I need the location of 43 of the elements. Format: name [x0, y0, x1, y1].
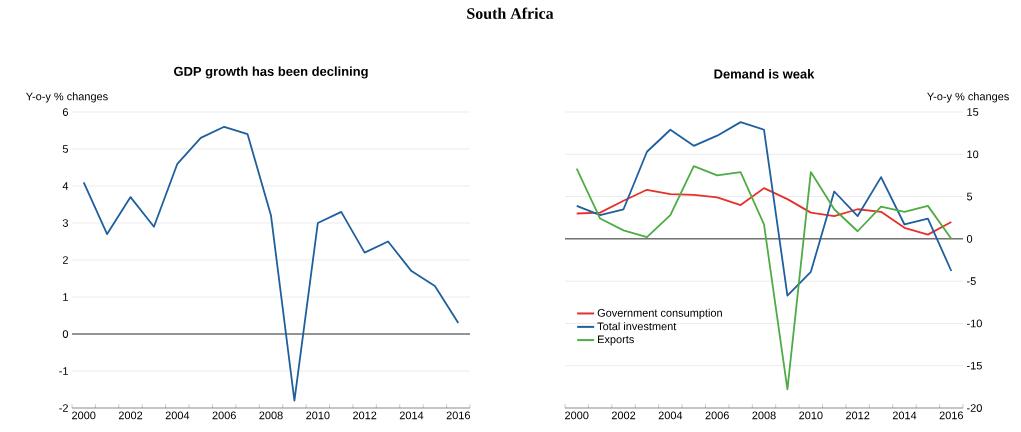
x-tick-label: 2000	[565, 411, 589, 420]
x-tick-label: 2002	[118, 411, 143, 420]
y-axis-title: Y-o-y % changes	[25, 92, 108, 103]
x-tick-label: 2010	[799, 411, 823, 420]
y-tick-label: 0	[966, 234, 973, 243]
x-tick-label: 2016	[446, 411, 470, 420]
x-tick-label: 2010	[306, 411, 330, 420]
legend-label: Government consumption	[597, 308, 722, 319]
x-tick-label: 2012	[846, 411, 870, 420]
chart-title: GDP growth has been declining	[174, 66, 368, 79]
y-axis-title: Y-o-y % changes	[927, 92, 1009, 103]
y-tick-label: 5	[62, 145, 69, 153]
y-tick-label: 4	[62, 182, 69, 190]
x-tick-label: 2006	[705, 411, 729, 420]
y-tick-label: -15	[967, 361, 982, 370]
y-tick-label: -20	[967, 404, 982, 412]
text: South Africa	[467, 7, 554, 19]
x-tick-label: 2004	[165, 411, 190, 420]
x-tick-label: 2000	[72, 411, 96, 420]
y-tick-label: -5	[967, 277, 976, 285]
x-tick-label: 2012	[353, 411, 377, 420]
chart-title: Demand is weak	[714, 69, 815, 79]
x-tick-label: 2014	[892, 411, 917, 420]
y-tick-label: 0	[62, 330, 69, 338]
x-tick-label: 2016	[939, 411, 963, 420]
x-tick-label: 2014	[399, 411, 424, 420]
y-tick-label: -2	[59, 404, 68, 412]
x-tick-label: 2008	[752, 411, 776, 420]
legend-label: Total investment	[597, 322, 677, 331]
y-tick-label: 6	[62, 108, 68, 116]
y-tick-label: 3	[62, 219, 68, 227]
legend-label: Exports	[598, 335, 634, 346]
x-tick-label: 2006	[212, 411, 236, 420]
y-tick-label: 10	[967, 150, 979, 159]
y-tick-label: -10	[967, 319, 982, 328]
y-tick-label: 5	[966, 192, 973, 201]
x-tick-label: 2004	[658, 411, 683, 420]
y-tick-label: -1	[59, 367, 68, 375]
y-tick-label: 2	[62, 256, 68, 264]
x-tick-label: 2008	[259, 411, 283, 420]
x-tick-label: 2002	[611, 411, 636, 420]
y-tick-label: 15	[967, 108, 979, 116]
y-tick-label: 1	[63, 293, 68, 301]
